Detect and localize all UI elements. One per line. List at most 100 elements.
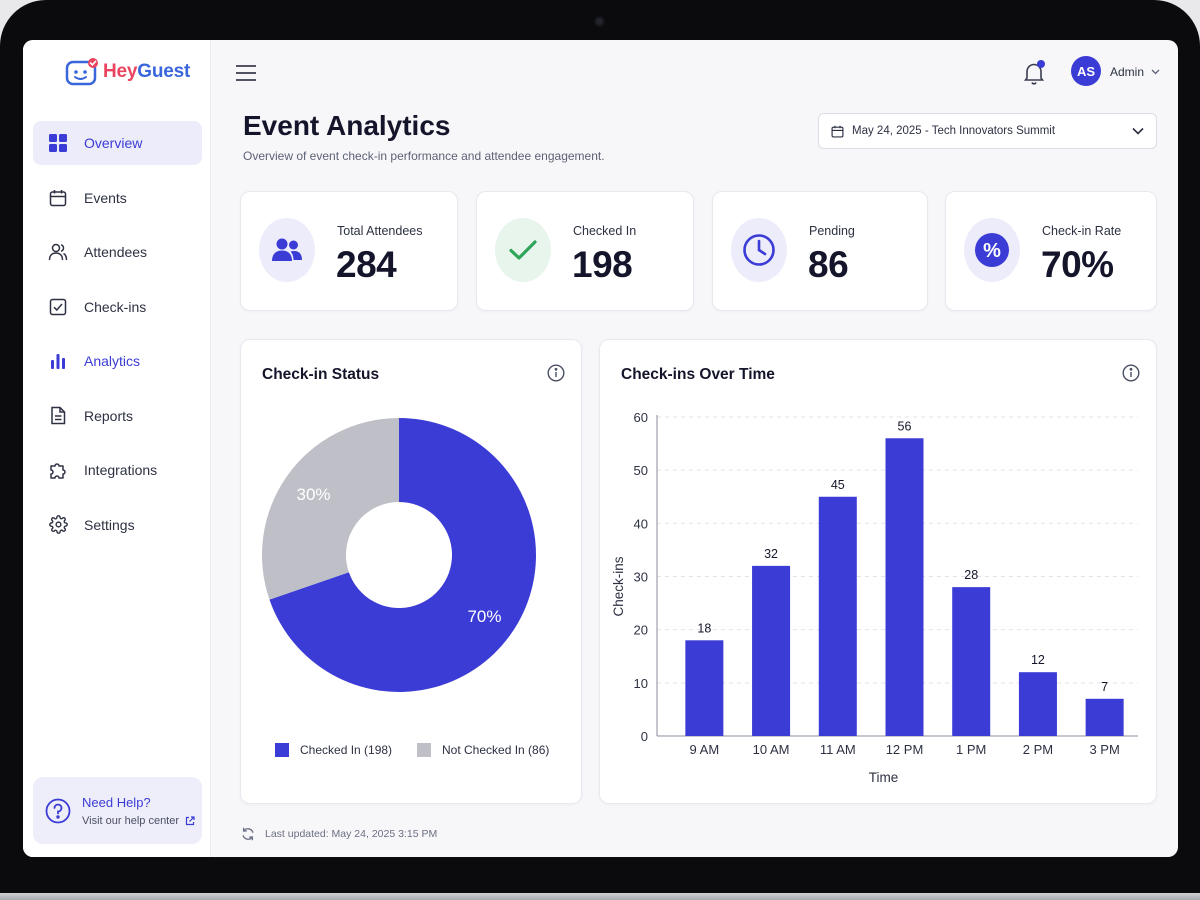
sidebar-item-label: Settings xyxy=(84,516,135,533)
checkbox-icon xyxy=(48,297,68,317)
grid-icon xyxy=(48,133,68,153)
sidebar-item-attendees[interactable]: Attendees xyxy=(33,230,202,274)
bar[interactable] xyxy=(685,640,724,736)
camera xyxy=(594,16,605,27)
stat-label: Pending xyxy=(809,224,855,238)
gear-icon xyxy=(48,515,68,535)
y-tick-label: 30 xyxy=(634,570,648,585)
bar-data-label: 7 xyxy=(1101,680,1108,694)
info-icon[interactable] xyxy=(547,364,565,382)
clock-icon xyxy=(731,218,787,282)
sidebar-item-analytics[interactable]: Analytics xyxy=(33,339,202,383)
y-tick-label: 60 xyxy=(634,410,648,425)
legend-label: Checked In (198) xyxy=(300,743,393,757)
calendar-icon xyxy=(48,188,68,208)
page-title: Event Analytics xyxy=(243,110,451,141)
info-icon[interactable] xyxy=(1122,364,1140,382)
avatar[interactable]: AS xyxy=(1071,56,1101,86)
app-screen: HeyGuest Overview Events Attendees xyxy=(23,40,1178,857)
bar-chart: 0 10 20 30 40 50 60 18 9 AM 32 10 AM 45 11 AM 56 12 PM… xyxy=(611,410,1138,785)
svg-text:%: % xyxy=(983,240,1001,262)
chevron-down-icon xyxy=(1151,69,1160,75)
x-tick-label: 1 PM xyxy=(956,742,986,757)
stat-value: 284 xyxy=(336,244,397,285)
calendar-icon xyxy=(831,125,844,137)
donut-slice[interactable] xyxy=(269,418,536,692)
external-link-icon xyxy=(185,815,195,825)
x-tick-label: 2 PM xyxy=(1023,742,1053,757)
y-tick-label: 0 xyxy=(641,729,648,744)
sidebar-item-label: Reports xyxy=(84,407,134,424)
y-tick-label: 20 xyxy=(634,623,648,638)
sidebar-item-events[interactable]: Events xyxy=(33,176,202,220)
logo-text-hey: Hey xyxy=(103,61,138,82)
x-tick-label: 10 AM xyxy=(753,742,790,757)
logo-icon xyxy=(65,58,98,86)
stat-label: Checked In xyxy=(573,224,637,238)
legend-swatch xyxy=(275,743,289,757)
stat-label: Check-in Rate xyxy=(1042,224,1122,238)
bar-chart-icon xyxy=(48,351,68,371)
stat-label: Total Attendees xyxy=(337,224,423,238)
help-title: Need Help? xyxy=(82,794,151,810)
legend-not-checked-in: Not Checked In (86) xyxy=(417,743,549,757)
bar[interactable] xyxy=(1018,672,1057,736)
logo-text-guest: Guest xyxy=(137,61,191,82)
bar[interactable] xyxy=(1085,698,1124,736)
percent-icon: % xyxy=(964,218,1020,282)
stat-value: 198 xyxy=(572,244,633,285)
legend-swatch xyxy=(417,743,431,757)
panel-title: Check-ins Over Time xyxy=(621,366,775,383)
bar[interactable] xyxy=(952,587,991,736)
y-tick-label: 10 xyxy=(634,676,648,691)
sidebar: HeyGuest Overview Events Attendees xyxy=(23,40,211,857)
sidebar-item-reports[interactable]: Reports xyxy=(33,394,202,438)
stat-value: 86 xyxy=(808,244,849,285)
users-icon xyxy=(48,242,68,262)
x-axis-label: Time xyxy=(869,770,899,785)
last-updated: Last updated: May 24, 2025 3:15 PM xyxy=(241,827,437,841)
chevron-down-icon xyxy=(1132,127,1144,135)
donut-slice[interactable] xyxy=(262,418,399,600)
event-select-value: May 24, 2025 - Tech Innovators Summit xyxy=(852,125,1056,137)
device-stand xyxy=(0,893,1200,900)
event-select[interactable]: May 24, 2025 - Tech Innovators Summit xyxy=(818,113,1157,149)
sidebar-item-label: Attendees xyxy=(84,244,148,260)
y-tick-label: 50 xyxy=(634,463,648,478)
document-icon xyxy=(48,406,68,426)
bar-data-label: 32 xyxy=(764,547,778,561)
sidebar-item-label: Overview xyxy=(84,135,143,151)
sidebar-item-label: Events xyxy=(84,189,127,206)
logo[interactable]: HeyGuest xyxy=(65,58,190,86)
bar[interactable] xyxy=(885,438,924,736)
y-tick-label: 40 xyxy=(634,516,648,531)
help-center-link[interactable]: Visit our help center xyxy=(82,815,195,827)
donut-chart: 70% 30% xyxy=(262,418,536,692)
sidebar-item-label: Check-ins xyxy=(84,298,147,315)
stat-value: 70% xyxy=(1041,244,1114,285)
x-tick-label: 12 PM xyxy=(886,742,924,757)
x-tick-label: 11 AM xyxy=(820,742,856,757)
bar-data-label: 45 xyxy=(831,478,845,492)
bar-data-label: 28 xyxy=(964,568,978,582)
help-center-link-label: Visit our help center xyxy=(82,814,180,827)
check-ins-over-time-panel: Check-ins Over Time 0 10 20 30 40 50 60 18 9 AM 3… xyxy=(599,339,1157,804)
sidebar-item-settings[interactable]: Settings xyxy=(33,503,202,547)
panel-title: Check-in Status xyxy=(262,366,380,383)
bar[interactable] xyxy=(818,496,857,736)
puzzle-icon xyxy=(48,460,68,480)
donut-data-label: 30% xyxy=(296,485,330,504)
help-card[interactable]: Need Help? Visit our help center xyxy=(33,777,202,844)
donut-data-label: 70% xyxy=(467,607,501,626)
refresh-icon[interactable] xyxy=(241,827,255,841)
sidebar-item-label: Analytics xyxy=(84,353,141,369)
menu-icon[interactable] xyxy=(235,64,257,82)
bar-data-label: 12 xyxy=(1031,653,1045,667)
sidebar-item-check-ins[interactable]: Check-ins xyxy=(33,285,202,329)
sidebar-item-overview[interactable]: Overview xyxy=(33,121,202,165)
sidebar-item-integrations[interactable]: Integrations xyxy=(33,448,202,492)
bar-data-label: 18 xyxy=(697,621,711,635)
bar[interactable] xyxy=(752,565,791,736)
user-menu[interactable]: Admin xyxy=(1110,65,1160,79)
notification-dot xyxy=(1037,60,1045,68)
